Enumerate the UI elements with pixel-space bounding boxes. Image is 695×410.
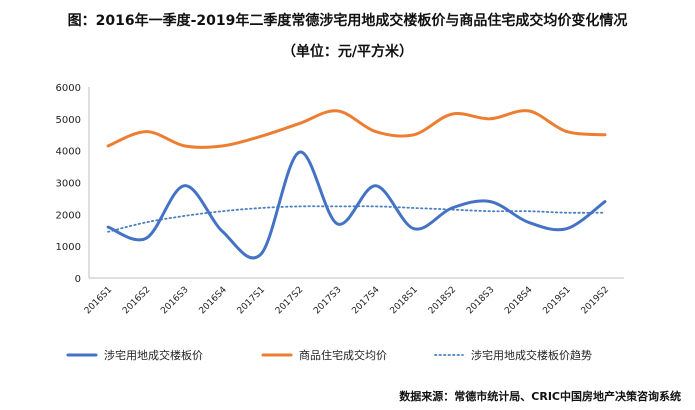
x-tick-label: 2018S1 xyxy=(389,285,420,316)
y-tick-label: 0 xyxy=(75,274,81,285)
x-tick-label: 2019S2 xyxy=(580,285,611,316)
x-tick-label: 2017S2 xyxy=(274,285,305,316)
x-tick-label: 2017S3 xyxy=(312,285,343,316)
x-tick-label: 2016S3 xyxy=(159,285,190,316)
x-tick-label: 2018S3 xyxy=(465,285,496,316)
x-tick-label: 2016S1 xyxy=(83,285,114,316)
x-tick-label: 2016S4 xyxy=(198,285,230,317)
legend-label-2: 商品住宅成交均价 xyxy=(299,348,387,362)
legend-label-3: 涉宅用地成交楼板价趋势 xyxy=(471,348,592,362)
legend-label-1: 涉宅用地成交楼板价 xyxy=(104,348,203,362)
x-tick-label: 2017S4 xyxy=(350,285,382,317)
x-axis-ticks: 2016S1 2016S2 2016S3 2016S4 2017S1 2017S2 2017… xyxy=(83,285,611,317)
y-tick-label: 6000 xyxy=(56,83,81,94)
y-tick-label: 3000 xyxy=(56,179,81,190)
chart-subtitle: （单位：元/平方米） xyxy=(281,44,414,60)
y-tick-label: 5000 xyxy=(56,115,81,126)
series-line-1 xyxy=(106,150,607,260)
series-line-3 xyxy=(107,205,606,233)
x-tick-label: 2018S2 xyxy=(427,285,458,316)
y-tick-label: 4000 xyxy=(56,147,81,158)
y-axis-ticks: 0 1000 2000 3000 4000 5000 6000 xyxy=(56,83,81,285)
chart-title: 图：2016年一季度-2019年二季度常德涉宅用地成交楼板价与商品住宅成交均价变… xyxy=(67,13,628,29)
legend: 涉宅用地成交楼板价 商品住宅成交均价 涉宅用地成交楼板价趋势 xyxy=(66,348,592,362)
x-tick-label: 2019S1 xyxy=(541,285,572,316)
data-source-note: 数据来源：常德市统计局、CRIC中国房地产决策咨询系统 xyxy=(399,390,681,403)
y-tick-label: 2000 xyxy=(56,210,81,221)
y-tick-label: 1000 xyxy=(56,242,81,253)
x-tick-label: 2016S2 xyxy=(121,285,152,316)
series-line-2 xyxy=(106,109,607,149)
series-layer xyxy=(106,109,607,260)
x-tick-label: 2018S4 xyxy=(503,285,535,317)
x-tick-label: 2017S1 xyxy=(236,285,267,316)
